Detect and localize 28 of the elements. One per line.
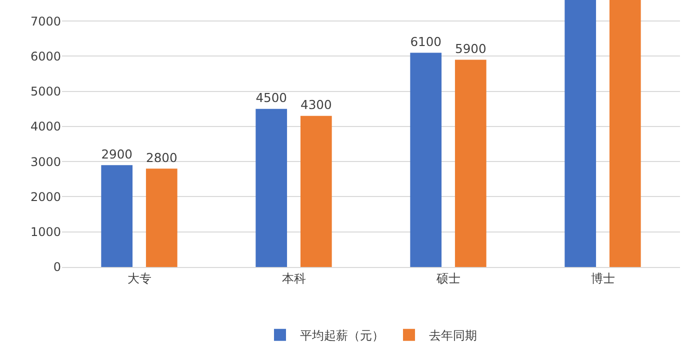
legend-label: 去年同期	[429, 328, 477, 343]
bar	[564, 0, 596, 267]
x-tick-label: 硕士	[435, 271, 460, 286]
y-tick-label: 2000	[30, 190, 61, 204]
bar	[609, 0, 641, 267]
data-label: 6100	[410, 34, 442, 49]
bar	[256, 108, 288, 267]
y-tick-label: 4000	[30, 120, 61, 134]
y-tick-label: 6000	[30, 49, 61, 64]
data-label: 2900	[101, 147, 132, 162]
y-tick-label: 0	[53, 260, 61, 274]
bar	[300, 116, 332, 267]
legend-label: 平均起薪（元）	[300, 328, 384, 343]
y-tick-label: 5000	[30, 84, 61, 99]
x-tick-label: 大专	[127, 271, 152, 286]
y-tick-label: 7000	[30, 14, 61, 28]
data-label: 5900	[455, 42, 486, 56]
bar	[146, 168, 178, 267]
x-tick-label: 本科	[282, 271, 306, 286]
bar	[454, 60, 486, 267]
data-label: 2800	[146, 150, 178, 165]
bar	[101, 165, 133, 267]
y-tick-label: 1000	[30, 225, 61, 240]
data-label: 4500	[256, 91, 287, 106]
y-tick-label: 3000	[30, 154, 61, 169]
data-label: 4300	[300, 98, 332, 112]
bar	[410, 52, 442, 267]
x-tick-label: 博士	[590, 271, 615, 286]
